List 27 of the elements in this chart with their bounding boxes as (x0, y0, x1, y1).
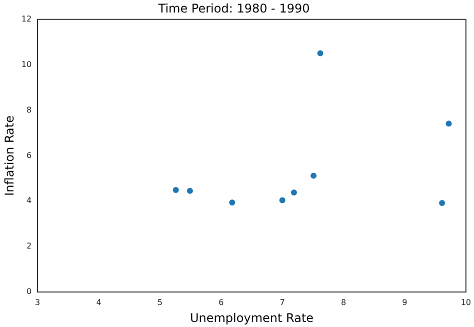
x-tick-label: 6 (218, 298, 224, 307)
y-tick-label: 10 (21, 60, 32, 69)
point (310, 172, 317, 179)
x-tick-label: 4 (96, 298, 102, 307)
y-tick-label: 8 (26, 105, 32, 114)
point (172, 187, 179, 193)
y-tick-label: 12 (21, 14, 32, 24)
y-tick-label: 4 (26, 196, 32, 206)
point (279, 197, 286, 204)
chart-title: Time Period: 1980 - 1990 (157, 1, 310, 16)
point (229, 199, 236, 206)
point (317, 50, 324, 56)
point (186, 188, 193, 194)
x-tick-label: 7 (280, 298, 285, 307)
y-tick-label: 6 (26, 150, 32, 160)
x-tick-label: 3 (35, 298, 40, 307)
point (446, 120, 452, 127)
point (290, 190, 297, 196)
x-tick-label: 5 (157, 298, 163, 307)
x-tick-label: 10 (460, 298, 472, 307)
point (439, 200, 446, 206)
y-axis-title: Inflation Rate (2, 116, 16, 196)
x-tick-label: 9 (402, 298, 408, 307)
x-tick-label: 8 (340, 298, 346, 307)
x-axis-title: Unemployment Rate (190, 310, 314, 325)
y-tick-label: 2 (26, 242, 32, 251)
y-tick-label: 0 (26, 287, 32, 296)
